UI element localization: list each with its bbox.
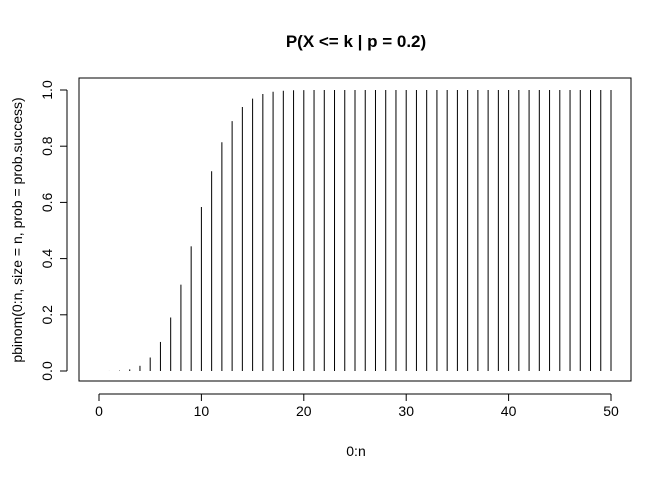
x-tick-label: 0 bbox=[95, 403, 103, 419]
x-tick-label: 30 bbox=[398, 403, 414, 419]
y-axis-label: pbinom(0:n, size = n, prob = prob.succes… bbox=[9, 97, 25, 362]
y-axis: 0.0 0.2 0.4 0.6 0.8 1.0 bbox=[39, 80, 68, 381]
x-tick-label: 40 bbox=[501, 403, 517, 419]
x-tick-label: 10 bbox=[194, 403, 210, 419]
y-tick-label: 0.0 bbox=[39, 361, 55, 381]
y-tick-label: 0.6 bbox=[39, 192, 55, 212]
plot-frame bbox=[78, 77, 632, 382]
x-axis: 0 10 20 30 40 50 bbox=[95, 393, 619, 419]
y-tick-label: 1.0 bbox=[39, 80, 55, 100]
y-tick-label: 0.4 bbox=[39, 249, 55, 269]
chart-title: P(X <= k | p = 0.2) bbox=[286, 32, 426, 51]
bars-group bbox=[108, 90, 612, 371]
x-tick-label: 50 bbox=[603, 403, 619, 419]
x-axis-label: 0:n bbox=[346, 443, 365, 459]
x-tick-label: 20 bbox=[296, 403, 312, 419]
y-tick-label: 0.8 bbox=[39, 136, 55, 156]
y-tick-label: 0.2 bbox=[39, 305, 55, 325]
